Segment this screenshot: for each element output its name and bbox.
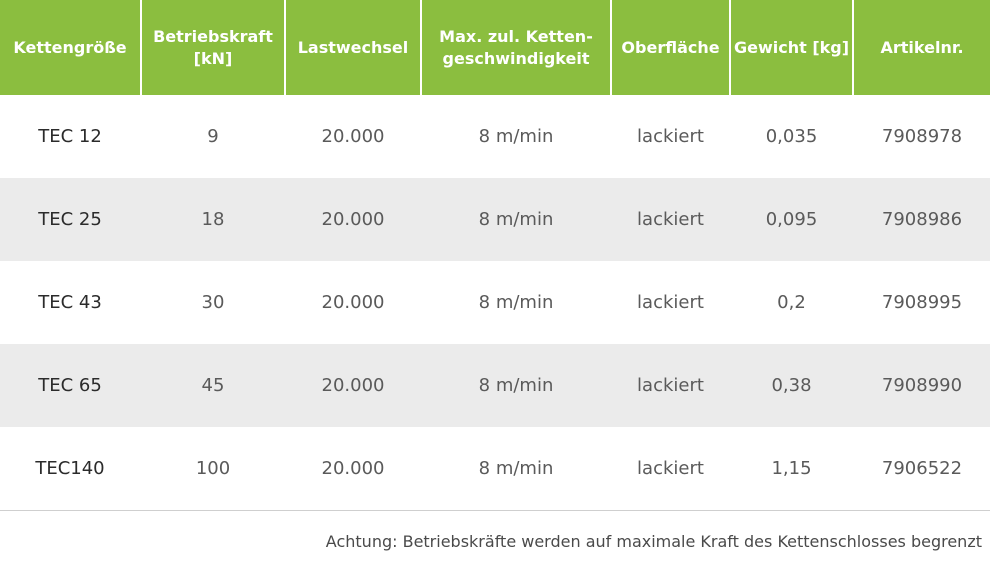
footer-divider bbox=[0, 510, 990, 511]
cell-oberflaeche: lackiert bbox=[637, 209, 704, 230]
cell-lastwechsel: 20.000 bbox=[321, 458, 385, 479]
cell-gewicht: 0,035 bbox=[765, 126, 818, 147]
table-row: TEC 25 18 20.000 8 m/min lackiert 0,095 … bbox=[0, 178, 990, 261]
table-row: TEC140 100 20.000 8 m/min lackiert 1,15 … bbox=[0, 427, 990, 510]
cell-oberflaeche: lackiert bbox=[637, 458, 704, 479]
cell-kettengroesse: TEC 12 bbox=[38, 126, 102, 147]
cell-gewicht: 0,095 bbox=[765, 209, 818, 230]
cell-artikelnr: 7908995 bbox=[881, 292, 963, 313]
cell-geschwindigkeit: 8 m/min bbox=[478, 292, 554, 313]
cell-oberflaeche: lackiert bbox=[637, 292, 704, 313]
table-row: TEC 65 45 20.000 8 m/min lackiert 0,38 7… bbox=[0, 344, 990, 427]
footnote: Achtung: Betriebskräfte werden auf maxim… bbox=[325, 532, 982, 551]
table-row: TEC 43 30 20.000 8 m/min lackiert 0,2 79… bbox=[0, 261, 990, 344]
cell-kettengroesse: TEC140 bbox=[35, 458, 105, 479]
header-gewicht: Gewicht [kg] bbox=[731, 0, 852, 95]
cell-artikelnr: 7908990 bbox=[881, 375, 963, 396]
cell-artikelnr: 7908978 bbox=[881, 126, 963, 147]
header-kettengeschwindigkeit: Max. zul. Ketten- geschwindigkeit bbox=[422, 0, 610, 95]
cell-lastwechsel: 20.000 bbox=[321, 126, 385, 147]
product-table: Kettengröße Betriebskraft [kN] Lastwechs… bbox=[0, 0, 990, 510]
cell-lastwechsel: 20.000 bbox=[321, 375, 385, 396]
header-artikelnr: Artikelnr. bbox=[854, 0, 990, 95]
cell-kettengroesse: TEC 43 bbox=[38, 292, 102, 313]
cell-geschwindigkeit: 8 m/min bbox=[478, 209, 554, 230]
header-kettengroesse: Kettengröße bbox=[0, 0, 140, 95]
cell-lastwechsel: 20.000 bbox=[321, 292, 385, 313]
cell-betriebskraft: 9 bbox=[207, 126, 219, 147]
cell-artikelnr: 7908986 bbox=[881, 209, 963, 230]
cell-geschwindigkeit: 8 m/min bbox=[478, 458, 554, 479]
table-header-row: Kettengröße Betriebskraft [kN] Lastwechs… bbox=[0, 0, 990, 95]
cell-betriebskraft: 18 bbox=[201, 209, 225, 230]
header-oberflaeche: Oberfläche bbox=[612, 0, 729, 95]
cell-betriebskraft: 45 bbox=[201, 375, 225, 396]
cell-betriebskraft: 30 bbox=[201, 292, 225, 313]
cell-geschwindigkeit: 8 m/min bbox=[478, 375, 554, 396]
cell-gewicht: 1,15 bbox=[771, 458, 812, 479]
header-lastwechsel: Lastwechsel bbox=[286, 0, 420, 95]
table-row: TEC 12 9 20.000 8 m/min lackiert 0,035 7… bbox=[0, 95, 990, 178]
cell-artikelnr: 7906522 bbox=[881, 458, 963, 479]
cell-geschwindigkeit: 8 m/min bbox=[478, 126, 554, 147]
cell-gewicht: 0,38 bbox=[771, 375, 812, 396]
header-betriebskraft: Betriebskraft [kN] bbox=[142, 0, 284, 95]
cell-oberflaeche: lackiert bbox=[637, 126, 704, 147]
cell-gewicht: 0,2 bbox=[777, 292, 806, 313]
cell-betriebskraft: 100 bbox=[195, 458, 231, 479]
cell-kettengroesse: TEC 25 bbox=[38, 209, 102, 230]
cell-kettengroesse: TEC 65 bbox=[38, 375, 102, 396]
cell-oberflaeche: lackiert bbox=[637, 375, 704, 396]
cell-lastwechsel: 20.000 bbox=[321, 209, 385, 230]
